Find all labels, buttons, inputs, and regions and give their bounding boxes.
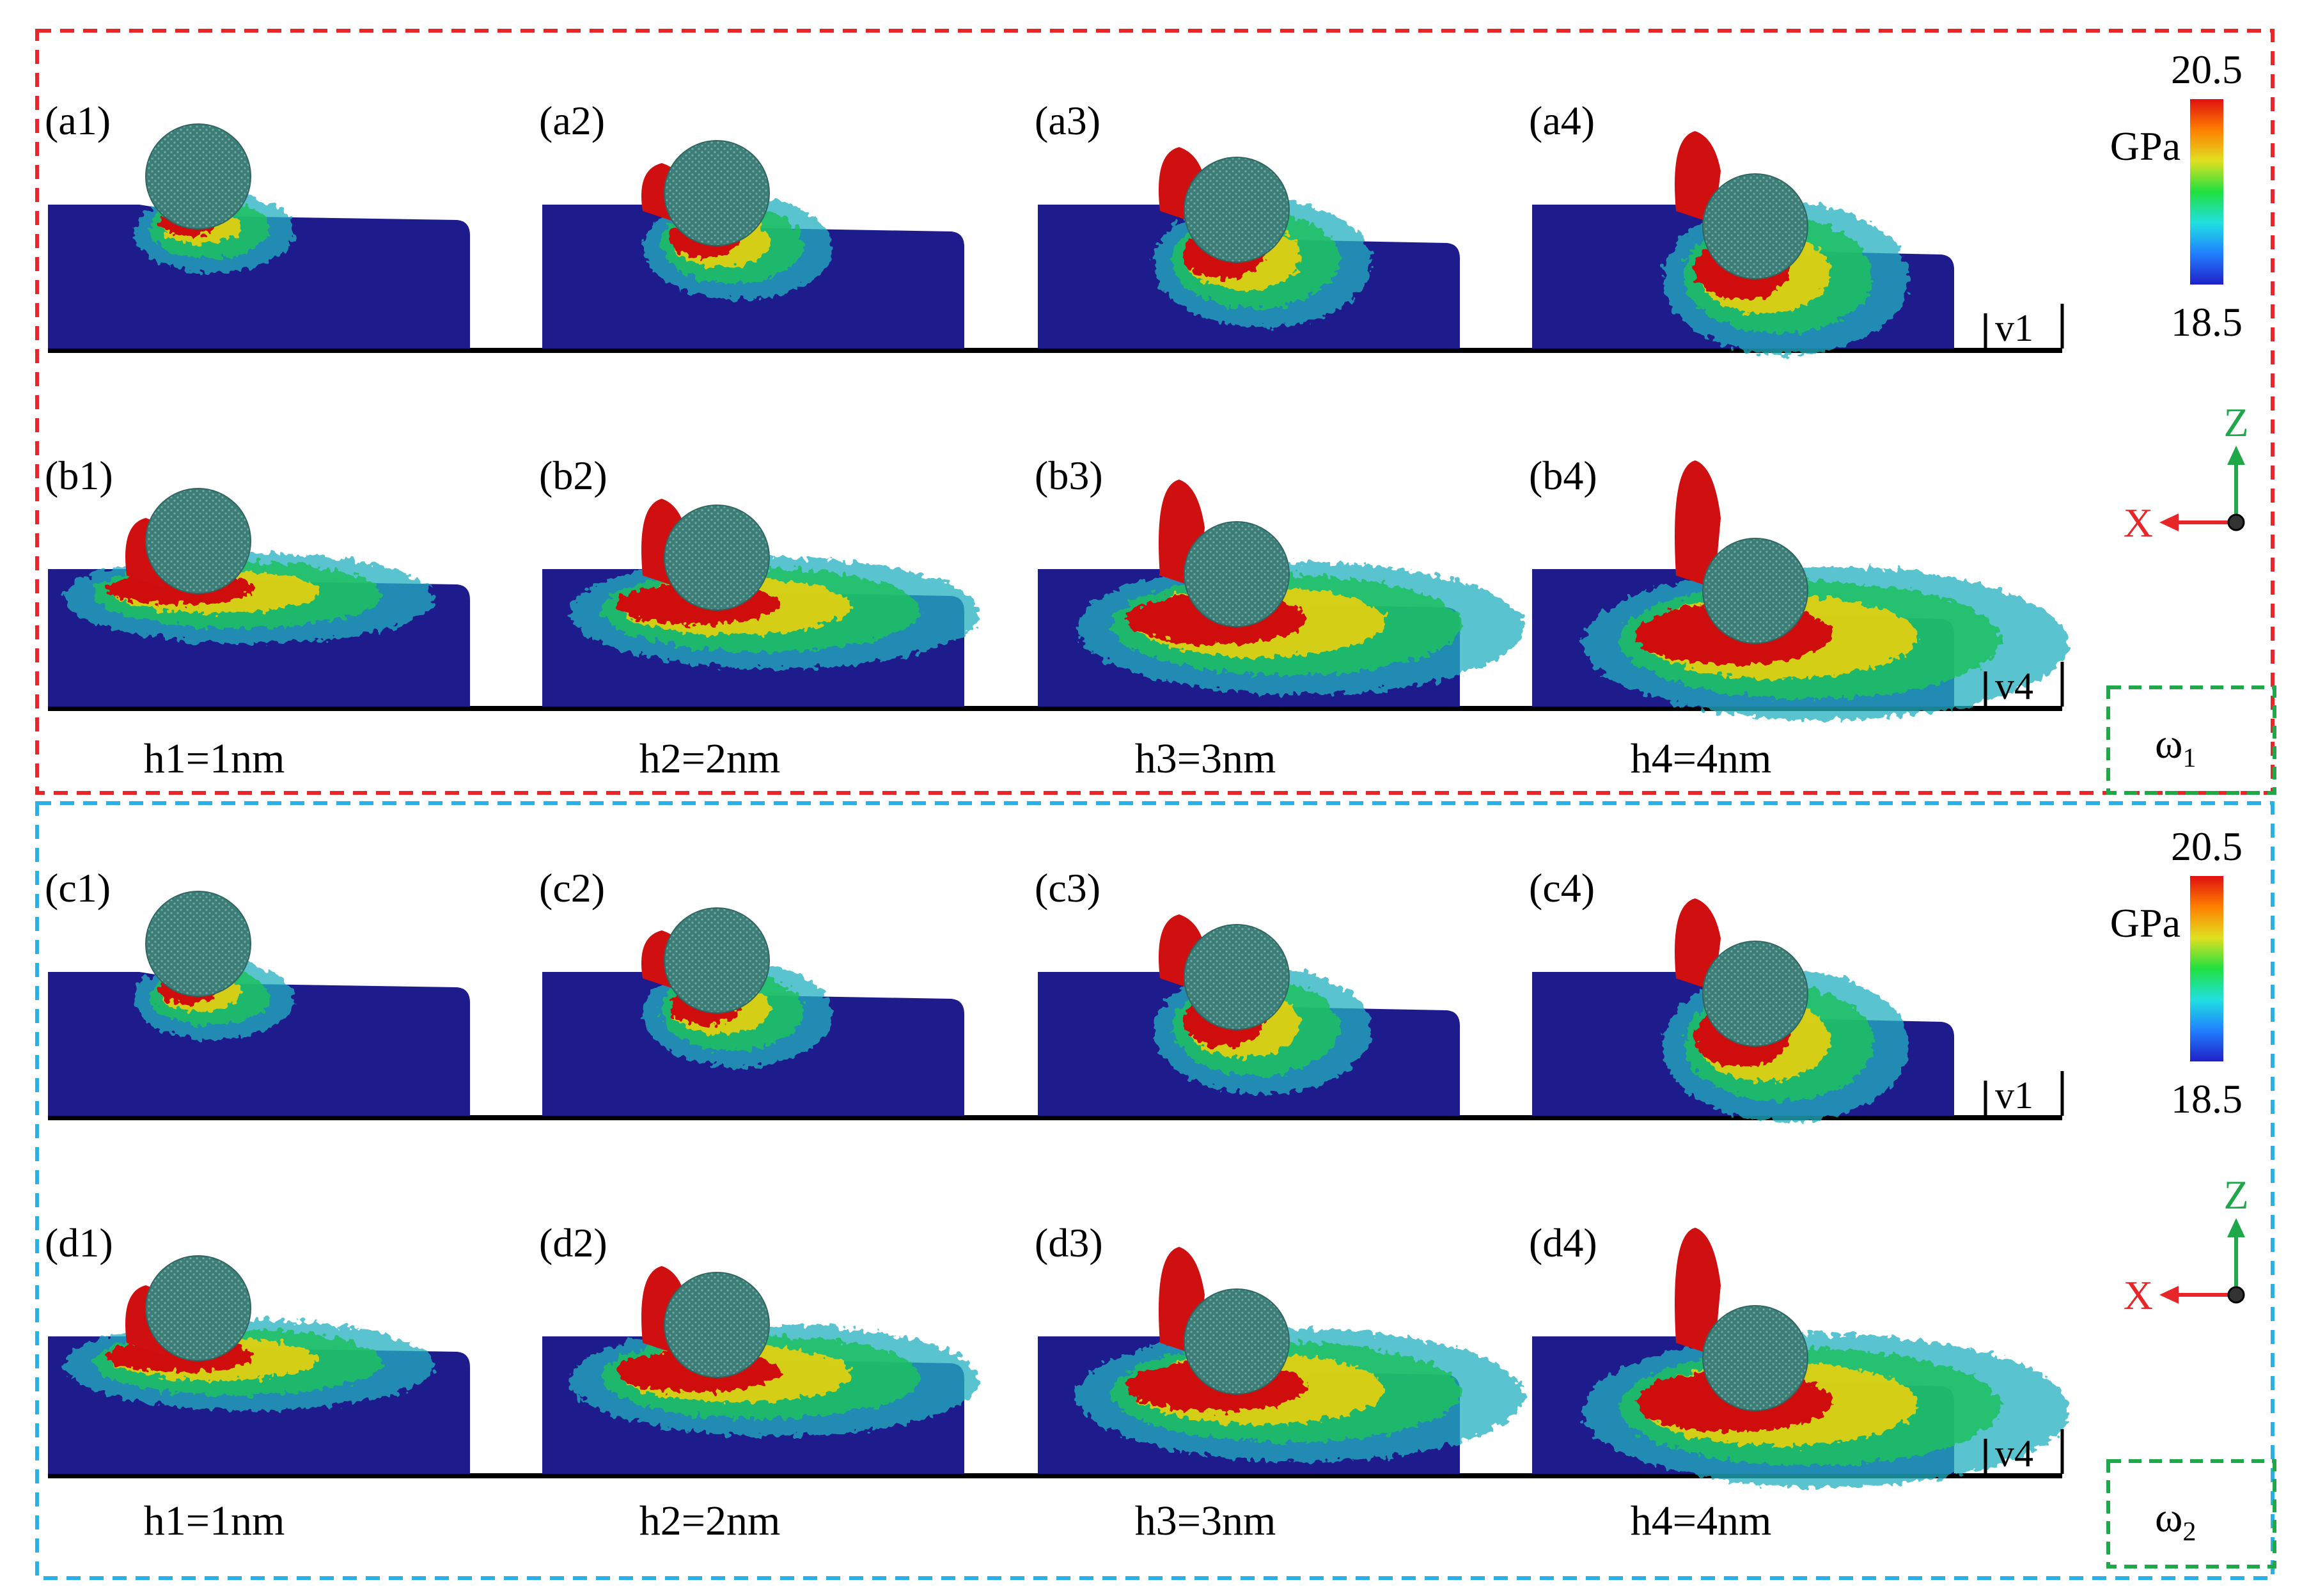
tool-sphere	[1184, 1288, 1290, 1395]
panel-label: (c1)	[45, 865, 111, 911]
z-axis-label: Z	[2223, 1172, 2248, 1217]
depth-label: h3=3nm	[1135, 1498, 1276, 1544]
tool-sphere	[1184, 924, 1290, 1030]
x-axis-label: X	[2124, 1272, 2153, 1318]
tool-sphere	[145, 1255, 251, 1361]
tool-sphere	[1702, 941, 1808, 1047]
panel-d3: (d3)	[1035, 1220, 1524, 1474]
panel-label: (b2)	[539, 453, 607, 498]
colorbar-unit: GPa	[2110, 900, 2181, 946]
panel-label: (a2)	[539, 98, 605, 143]
panel-b1: (b1)	[45, 453, 470, 707]
panel-label: (a4)	[1529, 98, 1595, 143]
omega-label: ω1	[2155, 721, 2196, 773]
z-arrow-icon	[2227, 446, 2245, 465]
tool-sphere	[145, 488, 251, 594]
tool-sphere	[664, 907, 770, 1013]
panel-d2: (d2)	[539, 1220, 979, 1474]
panel-c1: (c1)	[45, 865, 470, 1116]
origin-dot	[2227, 1286, 2245, 1304]
stress-field	[570, 558, 979, 669]
colorbar	[2190, 99, 2223, 285]
depth-label: h1=1nm	[144, 735, 285, 782]
tool-sphere	[145, 891, 251, 997]
origin-dot	[2227, 513, 2245, 531]
colorbar-min: 18.5	[2171, 299, 2243, 345]
panel-d4: (d4)	[1529, 1220, 2069, 1487]
tool-sphere	[1702, 1305, 1808, 1411]
speed-label: v4	[1995, 665, 2033, 707]
tool-sphere	[664, 140, 770, 246]
tool-sphere	[1184, 157, 1290, 263]
colorbar-min: 18.5	[2171, 1076, 2243, 1122]
panel-label: (d4)	[1529, 1220, 1597, 1265]
panel-a1: (a1)	[45, 98, 470, 348]
speed-label: v4	[1995, 1432, 2033, 1475]
depth-label: h1=1nm	[144, 1498, 285, 1544]
stress-field	[64, 1320, 435, 1411]
stress-field	[1077, 1329, 1524, 1462]
depth-label: h2=2nm	[639, 1498, 781, 1544]
stress-field	[64, 553, 435, 643]
panel-label: (d3)	[1035, 1220, 1103, 1265]
panel-label: (b3)	[1035, 453, 1103, 498]
panel-b4: (b4)	[1529, 453, 2069, 720]
panel-label: (d1)	[45, 1220, 113, 1265]
colorbar-unit: GPa	[2110, 123, 2181, 169]
speed-label: v1	[1995, 1074, 2033, 1116]
z-axis-label: Z	[2223, 400, 2248, 445]
panel-c2: (c2)	[539, 865, 964, 1116]
depth-label: h2=2nm	[639, 735, 781, 782]
stress-field	[1077, 562, 1524, 694]
depth-label: h3=3nm	[1135, 735, 1276, 782]
group-omega1: (a1) (a2) (a3) (a4) v1 (b1) (b2) (b3) (b4) v4 h1=1…	[35, 29, 2276, 795]
panel-label: (c2)	[539, 865, 605, 911]
x-arrow-icon	[2159, 1286, 2179, 1304]
chip	[1675, 460, 1721, 588]
panel-label: (d2)	[539, 1220, 607, 1265]
group-frame	[35, 801, 2275, 1580]
panel-a3: (a3)	[1035, 98, 1460, 348]
group-omega2: (c1) (c2) (c3) (c4) v1 (d1) (d2) (d3) (d4) v4 h1=1…	[35, 801, 2276, 1580]
tool-sphere	[145, 123, 251, 230]
omega-box	[2106, 1459, 2276, 1569]
colorbar-max: 20.5	[2171, 824, 2243, 869]
panel-label: (b1)	[45, 453, 113, 498]
x-axis-label: X	[2124, 500, 2153, 545]
z-arrow-icon	[2227, 1218, 2245, 1237]
panel-label: (a1)	[45, 98, 111, 143]
chip	[1675, 1228, 1721, 1356]
panel-a4: (a4)	[1529, 98, 1954, 355]
tool-sphere	[664, 1272, 770, 1378]
speed-label: v1	[1995, 307, 2033, 349]
panel-label: (b4)	[1529, 453, 1597, 498]
panel-label: (a3)	[1035, 98, 1100, 143]
tool-sphere	[1702, 173, 1808, 279]
tool-sphere	[1184, 521, 1290, 627]
omega-box	[2106, 685, 2276, 795]
panel-d1: (d1)	[45, 1220, 470, 1474]
colorbar	[2190, 876, 2223, 1061]
group-frame	[35, 29, 2275, 795]
panel-label: (c3)	[1035, 865, 1100, 911]
stress-field	[570, 1325, 979, 1436]
colorbar-max: 20.5	[2171, 47, 2243, 92]
depth-label: h4=4nm	[1631, 1498, 1772, 1544]
x-arrow-icon	[2159, 513, 2179, 531]
panel-c3: (c3)	[1035, 865, 1460, 1116]
tool-sphere	[1702, 538, 1808, 644]
panel-label: (c4)	[1529, 865, 1595, 911]
panel-b2: (b2)	[539, 453, 979, 707]
tool-sphere	[664, 505, 770, 611]
omega-label: ω2	[2155, 1494, 2196, 1547]
panel-c4: (c4)	[1529, 865, 1954, 1122]
panel-a2: (a2)	[539, 98, 964, 348]
panel-b3: (b3)	[1035, 453, 1524, 707]
depth-label: h4=4nm	[1631, 735, 1772, 782]
